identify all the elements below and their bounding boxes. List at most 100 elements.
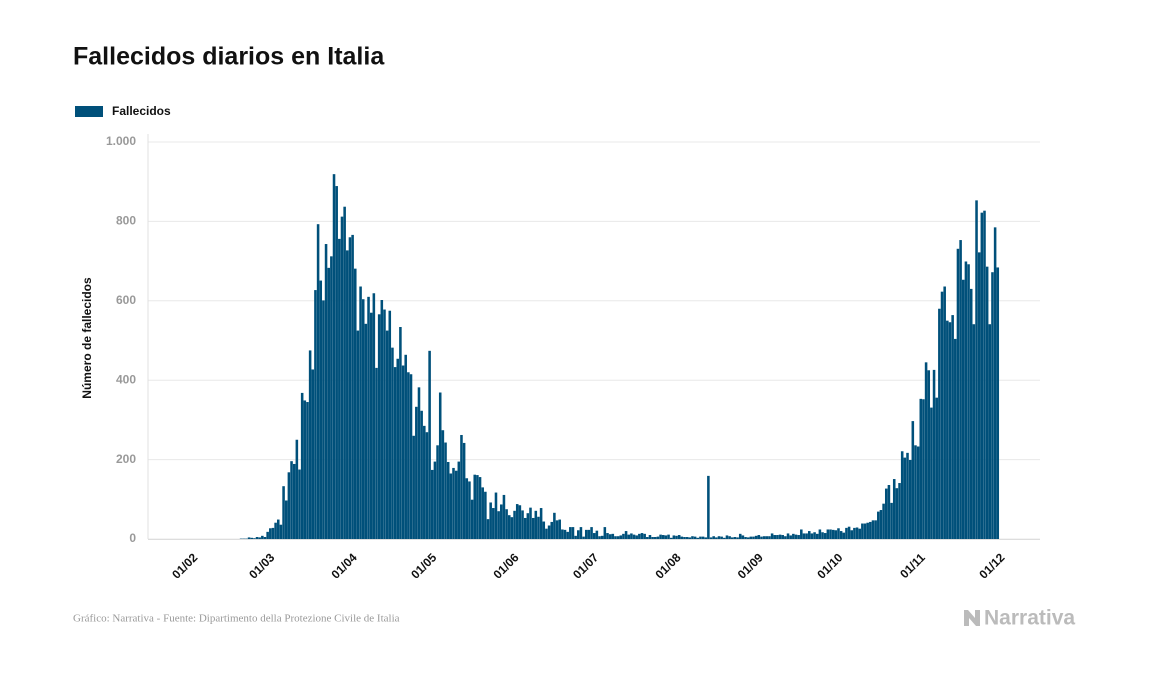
bar <box>303 400 307 539</box>
bar <box>462 442 466 539</box>
bar <box>961 279 965 539</box>
bar <box>765 536 769 539</box>
bar <box>800 529 803 539</box>
bar <box>433 461 437 539</box>
brand-logo: Narrativa <box>964 607 1075 630</box>
bar <box>380 300 384 539</box>
bar <box>834 530 838 539</box>
bar <box>813 532 816 539</box>
bar <box>731 537 734 539</box>
x-tick-label: 01/02 <box>169 550 200 581</box>
bar <box>481 487 484 539</box>
bar <box>874 520 877 539</box>
bar <box>797 535 800 539</box>
bar <box>383 309 386 539</box>
bar <box>393 367 397 539</box>
bar <box>367 296 370 539</box>
bar <box>510 517 514 539</box>
bar <box>882 503 885 539</box>
bar <box>563 529 567 539</box>
bar <box>359 286 362 539</box>
bar <box>526 513 530 539</box>
bar <box>701 536 705 539</box>
bar <box>744 537 747 539</box>
bar <box>534 510 538 539</box>
bar <box>364 323 368 539</box>
x-tick-label: 01/05 <box>408 550 439 581</box>
bar <box>842 532 846 539</box>
bar <box>946 320 949 539</box>
bar <box>571 527 575 539</box>
bar <box>311 369 315 539</box>
bar <box>725 535 729 539</box>
bar <box>300 392 304 539</box>
bar <box>760 536 763 539</box>
bar <box>685 537 689 539</box>
bar <box>892 479 896 539</box>
bar <box>821 532 824 539</box>
bar <box>598 536 601 539</box>
bar <box>659 534 662 539</box>
bar <box>786 533 790 539</box>
bar <box>494 492 498 539</box>
bar <box>656 536 660 539</box>
bar <box>964 261 968 539</box>
bar <box>977 252 981 539</box>
bar <box>736 537 739 539</box>
bar <box>792 533 795 539</box>
bar <box>407 372 410 539</box>
y-axis-label: Número de fallecidos <box>80 277 94 399</box>
bar <box>258 537 261 539</box>
bar <box>284 500 288 539</box>
bar <box>948 322 952 539</box>
bar <box>577 530 580 539</box>
bar <box>266 531 269 539</box>
x-tick-label: 01/08 <box>652 550 683 581</box>
bar <box>412 435 415 539</box>
bar <box>420 410 423 539</box>
bar <box>502 494 506 539</box>
bar <box>829 529 832 539</box>
bar <box>845 527 848 539</box>
bar <box>611 533 615 539</box>
bar <box>603 527 607 539</box>
bar <box>746 537 750 539</box>
bar <box>903 457 907 539</box>
bar <box>858 528 861 539</box>
bar <box>569 527 572 539</box>
bar <box>306 402 309 539</box>
bar <box>754 535 758 539</box>
bar <box>330 256 333 539</box>
bar <box>332 174 336 540</box>
bar <box>542 521 546 539</box>
bar <box>831 529 835 539</box>
bar <box>879 510 883 539</box>
x-tick-label: 01/12 <box>976 550 1007 581</box>
bar <box>752 536 755 539</box>
bar <box>696 537 700 539</box>
bar <box>916 446 920 539</box>
bar <box>807 531 811 539</box>
bar <box>369 312 373 539</box>
bar <box>441 430 445 539</box>
bar <box>292 463 296 539</box>
bar <box>951 315 954 539</box>
bar <box>590 527 593 539</box>
bar <box>768 536 771 539</box>
bar <box>980 212 984 539</box>
bar <box>823 533 827 539</box>
bar <box>723 537 726 539</box>
x-tick-label: 01/07 <box>570 550 601 581</box>
bar <box>592 533 596 539</box>
bar <box>529 507 532 539</box>
bar <box>940 291 944 539</box>
bar <box>975 200 978 539</box>
bar <box>484 491 487 539</box>
bar <box>914 445 917 539</box>
bar <box>425 432 429 539</box>
bar <box>396 358 400 539</box>
bar <box>308 350 312 539</box>
bar <box>492 508 495 539</box>
bar <box>470 499 474 539</box>
bar <box>606 533 609 539</box>
